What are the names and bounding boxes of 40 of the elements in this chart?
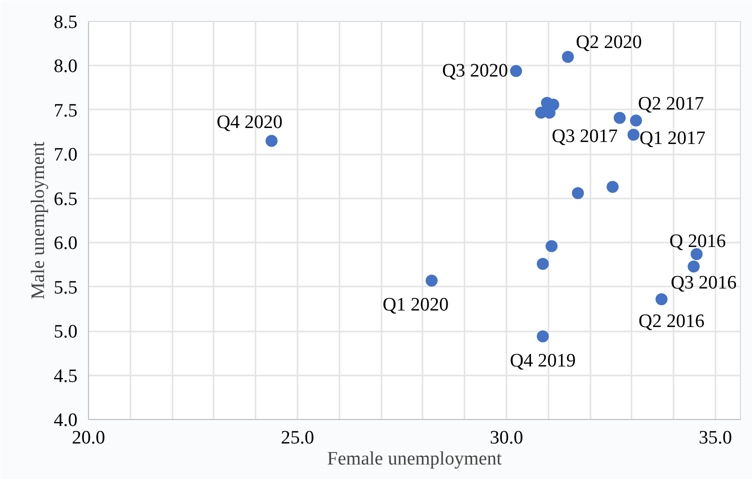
annotation: Q4 2019 bbox=[510, 350, 576, 372]
point bbox=[536, 258, 549, 270]
point bbox=[628, 128, 640, 141]
point bbox=[266, 134, 278, 147]
y-tick-label: 6.5 bbox=[54, 188, 78, 210]
annotation: Q3 2020 bbox=[442, 60, 508, 82]
point bbox=[546, 240, 558, 252]
y-tick-label: 8.0 bbox=[54, 56, 78, 78]
point bbox=[630, 114, 642, 127]
y-tick-label: 7.0 bbox=[54, 144, 78, 166]
point bbox=[536, 330, 549, 342]
y-tick-label: 6.0 bbox=[54, 233, 78, 254]
point bbox=[656, 293, 668, 306]
annotation: Q 2016 bbox=[669, 231, 726, 252]
point bbox=[614, 112, 626, 124]
annotation: Q4 2020 bbox=[216, 112, 283, 133]
annotation: Q2 2020 bbox=[576, 32, 642, 53]
annotation: Q1 2017 bbox=[640, 128, 706, 150]
point bbox=[606, 180, 619, 193]
annotation: Q2 2016 bbox=[638, 311, 705, 332]
y-axis-title: Male unemployment bbox=[28, 140, 49, 300]
x-axis-title: Female unemployment bbox=[327, 448, 503, 470]
y-tick-label: 4.5 bbox=[54, 366, 78, 387]
annotation: Q3 2017 bbox=[552, 126, 618, 147]
x-tick-label: 25.0 bbox=[280, 428, 314, 448]
annotation: Q3 2016 bbox=[670, 272, 737, 294]
point bbox=[562, 50, 574, 63]
y-tick-label: 7.5 bbox=[54, 100, 78, 122]
annotation: Q1 2020 bbox=[382, 294, 449, 316]
point bbox=[572, 187, 584, 200]
x-tick-label: 30.0 bbox=[490, 428, 524, 448]
y-tick-label: 5.0 bbox=[54, 322, 78, 343]
y-tick-label: 8.5 bbox=[54, 12, 78, 33]
annotation: Q2 2017 bbox=[638, 94, 704, 115]
point bbox=[426, 274, 438, 287]
point bbox=[510, 65, 522, 78]
y-tick-label: 5.5 bbox=[54, 277, 78, 298]
x-tick-label: 35.0 bbox=[698, 428, 732, 448]
point bbox=[688, 260, 700, 272]
point bbox=[690, 248, 703, 260]
